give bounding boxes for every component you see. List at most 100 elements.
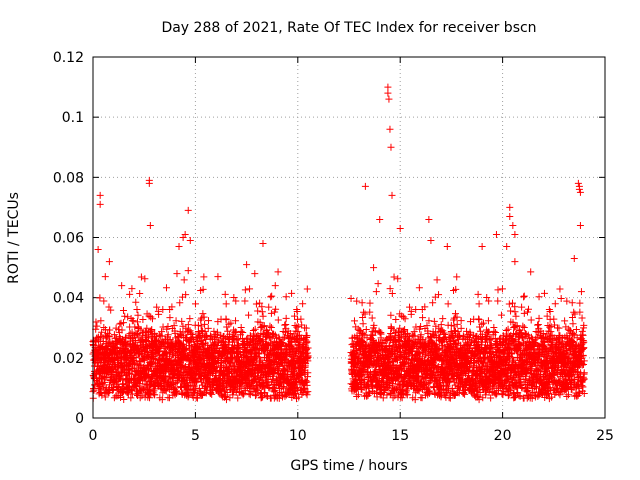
data-point — [412, 305, 420, 313]
data-point — [141, 275, 149, 283]
data-point — [401, 315, 409, 323]
data-point — [220, 387, 228, 395]
data-point — [143, 324, 151, 332]
data-point — [452, 285, 460, 293]
data-point — [453, 273, 461, 281]
data-point — [291, 312, 299, 320]
data-point — [271, 308, 279, 316]
data-point — [205, 317, 213, 325]
data-point — [518, 303, 526, 311]
data-point — [425, 317, 433, 325]
data-point — [138, 392, 146, 400]
data-point — [398, 394, 406, 402]
data-point — [122, 341, 130, 349]
data-point — [134, 311, 142, 319]
data-point — [420, 347, 428, 355]
data-point — [453, 320, 461, 328]
data-point — [415, 284, 423, 292]
data-point — [363, 334, 371, 342]
data-point — [127, 394, 135, 402]
data-point — [256, 299, 264, 307]
data-point — [453, 313, 461, 321]
data-point — [406, 303, 414, 311]
data-point — [512, 312, 520, 320]
chart-title: Day 288 of 2021, Rate Of TEC Index for r… — [161, 20, 536, 36]
data-point — [137, 273, 145, 281]
data-point — [268, 292, 276, 300]
data-point — [304, 388, 312, 396]
data-point — [134, 329, 142, 337]
data-point — [386, 285, 394, 293]
data-point — [155, 310, 163, 318]
data-point — [246, 285, 254, 293]
data-point — [133, 318, 141, 326]
data-point — [206, 332, 214, 340]
data-point — [377, 334, 385, 342]
data-point — [245, 364, 253, 372]
data-point — [380, 387, 388, 395]
data-point — [415, 349, 423, 357]
data-point — [520, 309, 528, 317]
data-point — [387, 329, 395, 337]
data-point — [365, 388, 373, 396]
data-point — [219, 351, 227, 359]
data-point — [292, 336, 300, 344]
data-point — [282, 293, 290, 301]
data-point — [366, 308, 374, 316]
x-tick-label: 10 — [289, 428, 307, 444]
data-point — [259, 393, 267, 401]
data-point — [262, 392, 270, 400]
data-point — [232, 317, 240, 325]
y-tick-label: 0.02 — [53, 351, 84, 367]
data-point — [97, 317, 105, 325]
data-point — [100, 297, 108, 305]
data-point — [107, 306, 115, 314]
data-point — [151, 391, 159, 399]
data-point — [193, 378, 201, 386]
data-point — [242, 387, 250, 395]
data-point — [394, 275, 402, 283]
data-point — [101, 378, 109, 386]
data-point — [360, 308, 368, 316]
data-point — [389, 341, 397, 349]
data-point — [430, 317, 438, 325]
data-point — [433, 276, 441, 284]
data-point — [292, 390, 300, 398]
data-points — [89, 83, 588, 404]
data-point — [234, 394, 242, 402]
data-point — [291, 322, 299, 330]
data-point — [132, 298, 140, 306]
data-point — [370, 321, 378, 329]
data-point — [358, 372, 366, 380]
data-point — [504, 325, 512, 333]
data-point — [245, 311, 253, 319]
data-point — [120, 395, 128, 403]
data-point — [386, 381, 394, 389]
data-point — [272, 393, 280, 401]
data-point — [126, 290, 134, 298]
data-point — [401, 361, 409, 369]
data-point — [446, 378, 454, 386]
axis-ticks: 00.020.040.060.080.10.120 5 10 15 20 25 — [53, 50, 614, 444]
data-point — [222, 316, 230, 324]
data-point — [439, 315, 447, 323]
data-point — [411, 396, 419, 404]
x-tick-label: 15 — [391, 428, 409, 444]
data-point — [527, 268, 535, 276]
data-point — [251, 325, 259, 333]
data-point — [126, 376, 134, 384]
data-point — [180, 276, 188, 284]
data-point — [373, 370, 381, 378]
data-point — [362, 326, 370, 334]
data-point — [226, 394, 234, 402]
data-point — [132, 353, 140, 361]
data-point — [451, 310, 459, 318]
data-point — [274, 268, 282, 276]
data-point — [90, 386, 98, 394]
data-point — [392, 315, 400, 323]
y-tick-label: 0 — [75, 411, 84, 427]
data-point — [148, 315, 156, 323]
data-point — [410, 328, 418, 336]
data-point — [368, 314, 376, 322]
